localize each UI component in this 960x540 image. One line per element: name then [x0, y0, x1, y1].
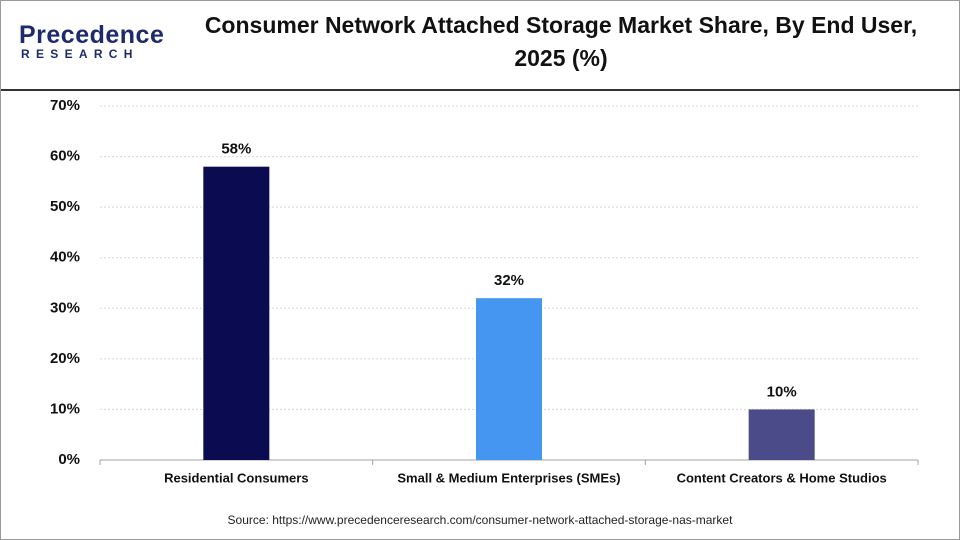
- y-tick-label: 60%: [50, 148, 80, 165]
- y-tick-label: 20%: [50, 350, 80, 367]
- source: Source: https://www.precedenceresearch.c…: [228, 513, 734, 527]
- value-label: 58%: [221, 141, 251, 158]
- logo-tagline: RESEARCH: [21, 47, 139, 61]
- y-tick-label: 50%: [50, 198, 80, 215]
- bar: [203, 166, 270, 460]
- y-tick-label: 10%: [50, 400, 80, 417]
- y-tick-label: 40%: [50, 249, 80, 266]
- x-tick-label: Content Creators & Home Studios: [677, 470, 887, 485]
- logo-name: Precedence: [19, 21, 165, 49]
- y-tick-label: 30%: [50, 299, 80, 316]
- header-rule: [1, 89, 960, 91]
- value-label: 10%: [767, 383, 797, 400]
- bar: [476, 298, 542, 460]
- value-label: 32%: [494, 272, 524, 289]
- y-tick-label: 70%: [50, 97, 80, 114]
- bar: [748, 409, 815, 460]
- x-tick-label: Residential Consumers: [164, 470, 309, 485]
- x-tick-label: Small & Medium Enterprises (SMEs): [397, 470, 620, 485]
- chart-title: Consumer Network Attached Storage Market…: [204, 12, 918, 71]
- y-tick-label: 0%: [58, 451, 80, 468]
